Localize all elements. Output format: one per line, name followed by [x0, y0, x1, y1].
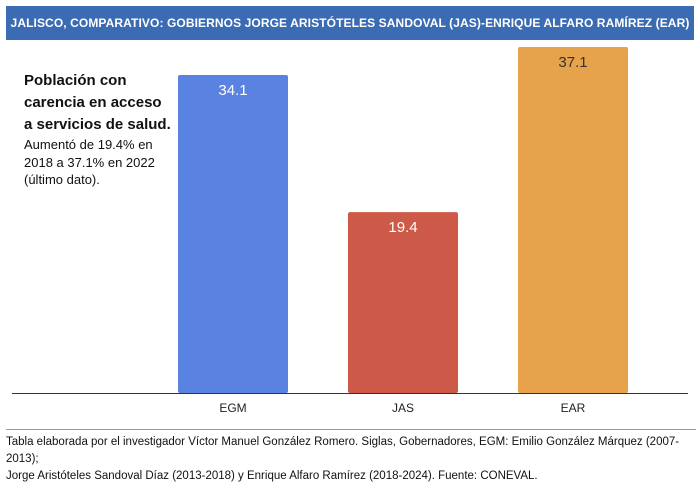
x-tick-label-ear: EAR — [561, 401, 586, 415]
data-label-ear: 37.1 — [558, 54, 587, 71]
note-text: Aumentó de 19.4% en 2018 a 37.1% en 2022… — [24, 137, 155, 187]
bar-egm — [178, 74, 288, 393]
bar-chart: 34.1 EGM 19.4 JAS 37.1 EAR — [12, 47, 688, 415]
bar-jas — [348, 212, 458, 393]
chart-title: JALISCO, COMPARATIVO: GOBIERNOS JORGE AR… — [10, 16, 690, 30]
chart-title-banner: JALISCO, COMPARATIVO: GOBIERNOS JORGE AR… — [6, 6, 694, 40]
x-tick-label-egm: EGM — [219, 401, 246, 415]
data-label-egm: 34.1 — [218, 82, 247, 99]
annotation-note: Población con carencia en acceso a servi… — [24, 70, 174, 189]
note-bold-text: Población con carencia en acceso a servi… — [24, 72, 171, 133]
caption: Tabla elaborada por el investigador Víct… — [6, 429, 696, 482]
bar-ear — [518, 47, 628, 393]
caption-line-2: Jorge Aristóteles Sandoval Díaz (2013-20… — [6, 470, 538, 482]
x-tick-label-jas: JAS — [392, 401, 414, 415]
data-label-jas: 19.4 — [388, 219, 417, 236]
caption-line-1: Tabla elaborada por el investigador Víct… — [6, 436, 680, 465]
